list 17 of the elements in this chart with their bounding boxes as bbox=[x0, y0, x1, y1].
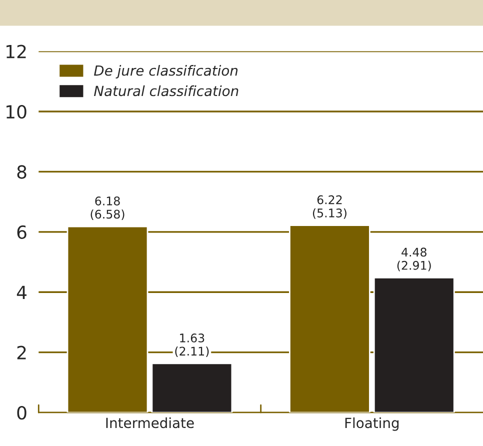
bar bbox=[151, 362, 233, 413]
legend-label: De jure classification bbox=[94, 65, 238, 78]
y-tick-label: 10 bbox=[6, 104, 26, 119]
y-tick-label: 0 bbox=[17, 406, 26, 420]
data-label: 6.22 (5.13) bbox=[312, 195, 346, 219]
legend-label: Natural classification bbox=[94, 85, 238, 96]
y-tick-label: 2 bbox=[17, 346, 26, 360]
x-tick-label: Intermediate bbox=[106, 417, 194, 428]
y-tick-label: 6 bbox=[17, 225, 26, 240]
x-tick-label: Floating bbox=[345, 417, 399, 431]
y-tick-label: 4 bbox=[16, 286, 27, 299]
bar bbox=[373, 276, 455, 413]
data-label: 4.48 (2.91) bbox=[397, 248, 431, 272]
data-label: 6.18 (6.58) bbox=[90, 196, 124, 220]
data-label: 1.63 (2.11) bbox=[175, 333, 209, 358]
y-tick-label: 8 bbox=[17, 165, 26, 179]
y-tick-label: 12 bbox=[6, 44, 26, 58]
